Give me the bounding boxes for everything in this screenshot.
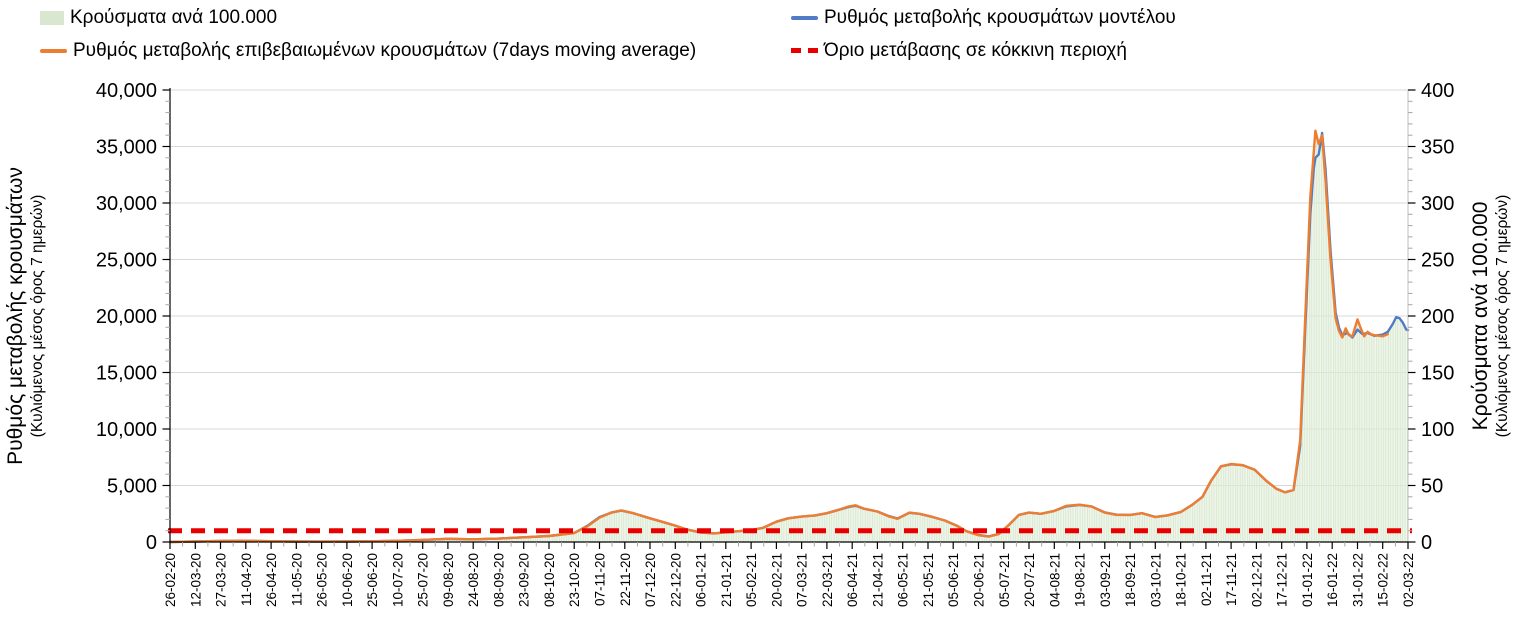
x-tick-label: 18-10-21 [1174, 553, 1189, 607]
x-tick-label: 06-01-21 [694, 553, 709, 607]
x-tick-label: 08-10-20 [542, 553, 557, 607]
x-tick-label: 01-01-22 [1300, 553, 1315, 607]
x-tick-label: 27-03-20 [214, 553, 229, 607]
x-tick-label: 20-06-21 [972, 553, 987, 607]
orange-line-marker-icon [40, 48, 67, 53]
x-tick-label: 03-09-21 [1098, 553, 1113, 607]
x-tick-label: 15-02-22 [1376, 553, 1391, 607]
x-tick-label: 11-04-20 [239, 553, 254, 606]
x-tick-label: 17-12-21 [1275, 553, 1290, 607]
y-right-tick-label: 0 [1421, 532, 1432, 554]
x-tick-label: 11-05-20 [289, 553, 304, 606]
x-tick-label: 26-02-20 [163, 553, 178, 607]
x-tick-label: 20-07-21 [1022, 553, 1037, 607]
x-tick-label: 07-11-20 [593, 553, 608, 606]
x-tick-label: 02-12-21 [1249, 553, 1264, 607]
x-tick-label: 05-07-21 [997, 553, 1012, 607]
x-tick-label: 05-06-21 [946, 553, 961, 607]
y-left-tick-label: 40,000 [96, 80, 157, 102]
x-tick-label: 04-08-21 [1047, 553, 1062, 607]
y-left-tick-label: 25,000 [96, 250, 157, 272]
legend-item-cases-per-100k: Κρούσματα ανά 100.000 [40, 8, 277, 27]
x-tick-label: 07-12-20 [643, 553, 658, 607]
x-tick-label: 16-01-22 [1325, 553, 1340, 607]
red-dashed-marker-icon [791, 48, 818, 53]
x-tick-label: 21-05-21 [921, 553, 936, 607]
legend-item-red-zone-threshold: Όριο μετάβασης σε κόκκινη περιοχή [791, 41, 1127, 60]
x-tick-label: 10-07-20 [390, 553, 405, 607]
y-right-tick-label: 200 [1421, 306, 1454, 328]
blue-line-marker-icon [791, 15, 818, 20]
x-tick-label: 02-03-22 [1401, 553, 1416, 607]
area-swatch-icon [40, 10, 64, 25]
x-tick-label: 08-09-20 [491, 553, 506, 607]
cases-per-100k-area [170, 130, 1408, 542]
y-right-tick-label: 100 [1421, 419, 1454, 441]
x-tick-label: 05-02-21 [744, 553, 759, 607]
y-left-tick-label: 15,000 [96, 363, 157, 385]
y-left-tick-label: 30,000 [96, 193, 157, 215]
x-tick-label: 21-01-21 [719, 553, 734, 607]
x-tick-label: 31-01-22 [1351, 553, 1366, 607]
x-tick-label: 20-02-21 [769, 553, 784, 607]
legend-item-confirmed-rate: Ρυθμός μεταβολής επιβεβαιωμένων κρουσμάτ… [40, 41, 696, 60]
x-tick-label: 22-12-20 [668, 553, 683, 607]
x-tick-label: 12-03-20 [188, 553, 203, 607]
x-tick-label: 03-10-21 [1148, 553, 1163, 607]
x-tick-label: 24-08-20 [466, 553, 481, 607]
x-tick-label: 18-09-21 [1123, 553, 1138, 607]
y-right-tick-label: 250 [1421, 250, 1454, 272]
legend-label-model-rate: Ρυθμός μεταβολής κρουσμάτων μοντέλου [824, 7, 1176, 28]
y-right-tick-label: 400 [1421, 80, 1454, 102]
y-left-tick-label: 5,000 [107, 476, 157, 498]
x-tick-label: 19-08-21 [1073, 553, 1088, 607]
x-tick-label: 07-03-21 [795, 553, 810, 607]
y-right-tick-label: 50 [1421, 476, 1443, 498]
x-tick-label: 23-10-20 [567, 553, 582, 607]
legend-label-cases-per-100k: Κρούσματα ανά 100.000 [70, 7, 278, 28]
x-tick-label: 26-05-20 [315, 553, 330, 607]
y-right-tick-label: 150 [1421, 363, 1454, 385]
x-tick-label: 25-07-20 [416, 553, 431, 607]
y-left-tick-label: 0 [146, 532, 157, 554]
x-tick-label: 06-05-21 [896, 553, 911, 607]
y-left-tick-label: 10,000 [96, 419, 157, 441]
x-tick-label: 02-11-21 [1199, 553, 1214, 606]
x-tick-label: 25-06-20 [365, 553, 380, 607]
y-left-tick-label: 20,000 [96, 306, 157, 328]
x-tick-label: 06-04-21 [845, 553, 860, 607]
x-tick-label: 10-06-20 [340, 553, 355, 607]
x-tick-label: 17-11-21 [1224, 553, 1239, 606]
y-right-tick-label: 350 [1421, 137, 1454, 159]
y-right-tick-label: 300 [1421, 193, 1454, 215]
x-tick-label: 26-04-20 [264, 553, 279, 607]
x-tick-label: 09-08-20 [441, 553, 456, 607]
confirmed-line [168, 129, 1389, 544]
x-tick-label: 23-09-20 [517, 553, 532, 607]
x-tick-label: 21-04-21 [870, 553, 885, 607]
x-tick-label: 22-11-20 [618, 553, 633, 606]
legend-item-model-rate: Ρυθμός μεταβολής κρουσμάτων μοντέλου [791, 8, 1176, 27]
legend-label-confirmed-rate: Ρυθμός μεταβολής επιβεβαιωμένων κρουσμάτ… [73, 40, 697, 61]
x-tick-label: 22-03-21 [820, 553, 835, 607]
legend-label-red-zone-threshold: Όριο μετάβασης σε κόκκινη περιοχή [824, 40, 1127, 61]
y-left-tick-label: 35,000 [96, 137, 157, 159]
